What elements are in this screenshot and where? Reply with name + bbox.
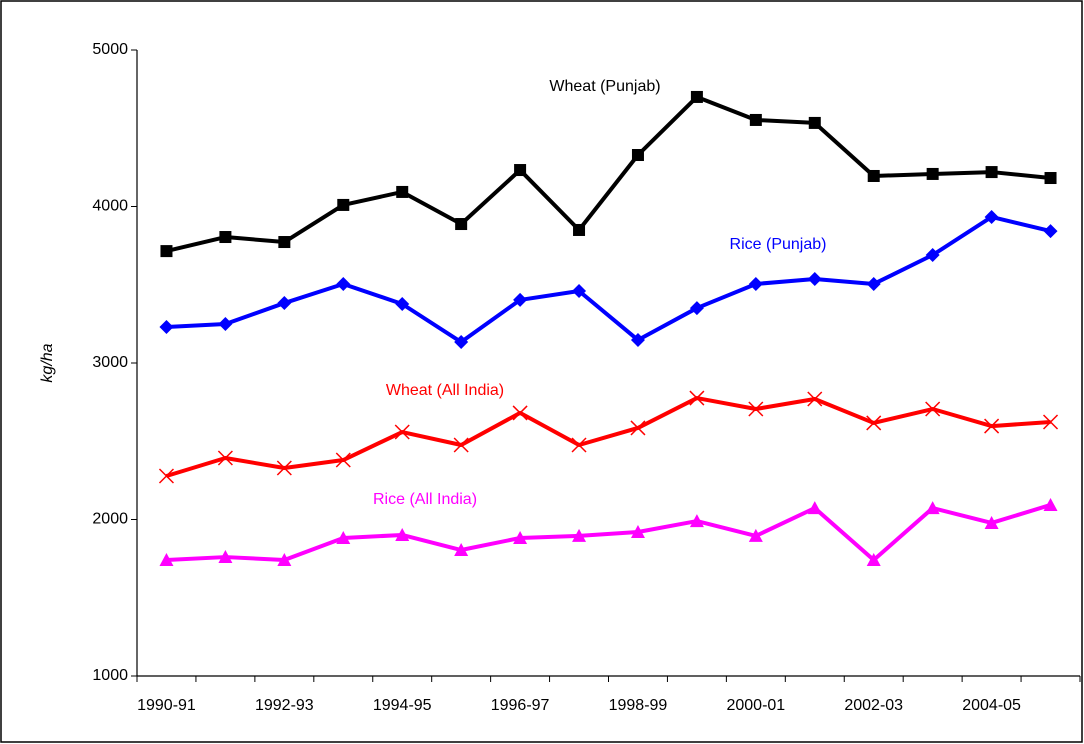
marker [512, 405, 528, 421]
marker [571, 437, 587, 453]
x-tick-label: 1998-99 [609, 697, 668, 714]
marker [454, 543, 469, 557]
marker [867, 169, 880, 182]
marker [514, 164, 527, 177]
marker [1043, 224, 1058, 239]
x-tick-label: 2000-01 [726, 697, 785, 714]
marker [336, 276, 351, 291]
x-tick-label: 1994-95 [373, 697, 432, 714]
marker [749, 113, 762, 126]
x-tick-label: 1990-91 [137, 697, 196, 714]
marker [748, 528, 763, 542]
marker [572, 528, 587, 542]
marker [690, 90, 703, 103]
marker [335, 452, 351, 468]
marker [513, 292, 528, 307]
y-tick-label: 3000 [92, 354, 128, 371]
marker [1042, 414, 1059, 430]
marker [337, 198, 350, 211]
marker [925, 401, 941, 417]
x-tick-label: 2002-03 [844, 697, 903, 714]
marker [631, 149, 644, 162]
series-label: Rice (All India) [373, 491, 477, 508]
series-line [165, 396, 1051, 478]
marker [277, 296, 292, 311]
marker [453, 437, 469, 453]
marker [630, 420, 646, 436]
marker [336, 530, 351, 544]
marker [984, 209, 999, 224]
marker [925, 501, 940, 515]
y-tick-label: 2000 [92, 511, 128, 528]
marker [395, 296, 410, 311]
marker [1044, 172, 1057, 185]
marker [748, 276, 763, 291]
marker [394, 424, 410, 440]
marker [926, 167, 939, 180]
y-tick-label: 4000 [92, 198, 128, 215]
series-label: Rice (Punjab) [730, 236, 827, 253]
y-tick-label: 5000 [92, 41, 128, 58]
marker [807, 391, 823, 407]
marker [985, 166, 998, 179]
series-label: Wheat (Punjab) [549, 78, 660, 95]
marker [278, 236, 291, 249]
marker [159, 553, 174, 567]
marker [689, 390, 705, 406]
marker [219, 231, 232, 244]
marker [396, 185, 409, 198]
marker [866, 276, 881, 291]
marker [455, 218, 468, 231]
series-line [166, 214, 1051, 345]
x-tick-label: 1996-97 [491, 697, 550, 714]
marker [217, 450, 233, 466]
marker [630, 332, 645, 347]
marker [158, 468, 174, 484]
marker [984, 515, 999, 529]
marker [807, 271, 822, 286]
marker [454, 335, 469, 350]
marker [748, 401, 764, 417]
marker [866, 553, 881, 567]
marker [572, 284, 587, 299]
marker [984, 418, 1000, 434]
series-label: Wheat (All India) [386, 382, 504, 399]
marker [573, 223, 586, 236]
series-line [166, 503, 1052, 563]
marker [1043, 497, 1058, 511]
marker [395, 527, 410, 541]
series-line [166, 94, 1051, 254]
marker [808, 116, 821, 129]
marker [277, 553, 292, 567]
marker [218, 550, 233, 564]
x-tick-label: 1992-93 [255, 697, 314, 714]
marker [689, 514, 704, 528]
marker [159, 320, 174, 335]
x-tick-label: 2004-05 [962, 697, 1021, 714]
marker [630, 525, 645, 539]
marker [925, 248, 940, 263]
marker [513, 530, 528, 544]
marker [160, 245, 173, 258]
y-axis-label: kg/ha [39, 343, 56, 382]
y-tick-label: 1000 [92, 667, 128, 684]
marker [807, 501, 822, 515]
marker [866, 415, 882, 431]
marker [276, 460, 292, 476]
marker [218, 317, 233, 332]
marker [689, 301, 704, 316]
